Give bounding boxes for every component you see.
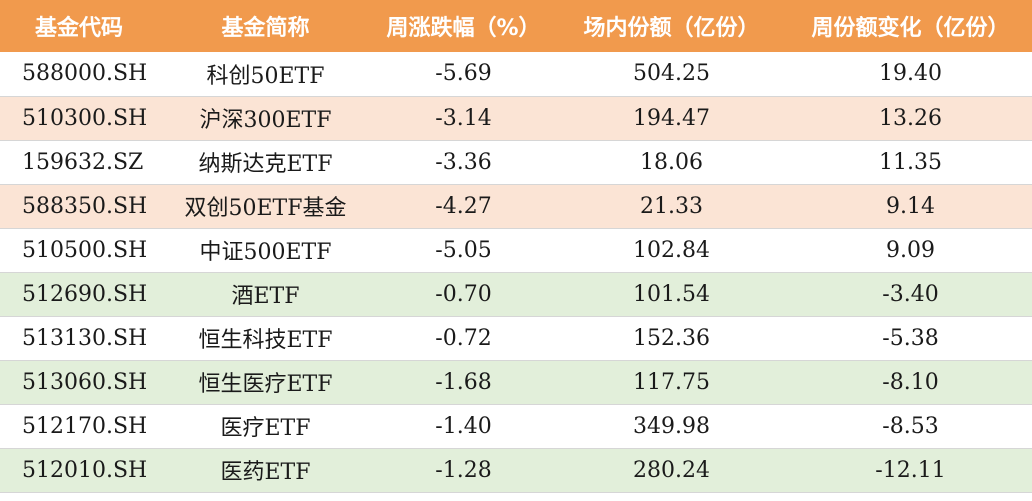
weekly-change-cell: -1.68	[435, 369, 492, 395]
fund-code-cell: 513060.SH	[22, 369, 148, 395]
table-row: 510300.SH 沪深300ETF -3.14 194.47 13.26	[0, 96, 1032, 140]
fund-name-cell: 恒生医疗ETF	[198, 372, 333, 397]
shares-cell: 102.84	[633, 237, 710, 263]
weekly-change-cell: -1.28	[435, 457, 492, 483]
share-change-cell: 19.40	[879, 61, 942, 87]
fund-code-cell: 510300.SH	[22, 105, 148, 131]
share-change-cell: 13.26	[879, 105, 942, 131]
fund-name-cell: 医疗ETF	[220, 416, 311, 441]
weekly-change-cell: -0.72	[435, 325, 492, 351]
shares-cell: 349.98	[633, 413, 710, 439]
shares-cell: 280.24	[633, 457, 710, 483]
fund-code-cell: 159632.SZ	[22, 149, 144, 175]
shares-cell: 152.36	[633, 325, 710, 351]
shares-cell: 21.33	[640, 193, 703, 219]
share-change-cell: 9.14	[886, 193, 935, 219]
header-share-change: 周份额变化（亿份）	[811, 16, 1010, 41]
fund-code-cell: 512170.SH	[22, 413, 148, 439]
fund-name-cell: 医药ETF	[220, 460, 311, 485]
header-fund-code: 基金代码	[34, 16, 123, 41]
weekly-change-cell: -0.70	[435, 281, 492, 307]
share-change-cell: -12.11	[875, 457, 946, 483]
weekly-change-cell: -5.69	[435, 61, 492, 87]
fund-name-cell: 双创50ETF基金	[184, 196, 347, 221]
fund-name-cell: 酒ETF	[231, 284, 300, 309]
share-change-cell: -3.40	[882, 281, 939, 307]
table-header-row: 基金代码 基金简称 周涨跌幅（%） 场内份额（亿份） 周份额变化（亿份）	[0, 0, 1032, 52]
weekly-change-cell: -3.14	[435, 105, 492, 131]
table-row: 588350.SH 双创50ETF基金 -4.27 21.33 9.14	[0, 184, 1032, 228]
shares-cell: 194.47	[633, 105, 710, 131]
shares-cell: 101.54	[633, 281, 710, 307]
share-change-cell: -8.53	[882, 413, 939, 439]
weekly-change-cell: -4.27	[435, 193, 492, 219]
fund-code-cell: 512010.SH	[22, 457, 148, 483]
share-change-cell: -5.38	[882, 325, 939, 351]
header-shares: 场内份额（亿份）	[583, 16, 760, 41]
table-row: 512170.SH 医疗ETF -1.40 349.98 -8.53	[0, 404, 1032, 448]
share-change-cell: -8.10	[882, 369, 939, 395]
shares-cell: 18.06	[640, 149, 703, 175]
fund-name-cell: 恒生科技ETF	[198, 328, 333, 353]
fund-name-cell: 纳斯达克ETF	[198, 152, 333, 177]
table-row: 512690.SH 酒ETF -0.70 101.54 -3.40	[0, 272, 1032, 316]
table-row: 159632.SZ 纳斯达克ETF -3.36 18.06 11.35	[0, 140, 1032, 184]
shares-cell: 504.25	[633, 61, 710, 87]
fund-code-cell: 588350.SH	[22, 193, 148, 219]
fund-code-cell: 512690.SH	[22, 281, 148, 307]
header-weekly-change: 周涨跌幅（%）	[386, 16, 541, 41]
table-row: 513060.SH 恒生医疗ETF -1.68 117.75 -8.10	[0, 360, 1032, 404]
fund-code-cell: 513130.SH	[22, 325, 148, 351]
table-row: 588000.SH 科创50ETF -5.69 504.25 19.40	[0, 52, 1032, 96]
fund-name-cell: 沪深300ETF	[199, 108, 332, 133]
weekly-change-cell: -1.40	[435, 413, 492, 439]
table-row: 513130.SH 恒生科技ETF -0.72 152.36 -5.38	[0, 316, 1032, 360]
fund-code-cell: 510500.SH	[22, 237, 148, 263]
table-row: 510500.SH 中证500ETF -5.05 102.84 9.09	[0, 228, 1032, 272]
share-change-cell: 11.35	[879, 149, 942, 175]
table-row: 512010.SH 医药ETF -1.28 280.24 -12.11	[0, 448, 1032, 492]
share-change-cell: 9.09	[886, 237, 935, 263]
fund-name-cell: 科创50ETF	[206, 63, 325, 89]
fund-code-cell: 588000.SH	[22, 61, 148, 87]
fund-name-cell: 中证500ETF	[199, 240, 332, 265]
shares-cell: 117.75	[633, 369, 710, 395]
weekly-change-cell: -3.36	[435, 149, 492, 175]
header-fund-name: 基金简称	[221, 16, 310, 41]
weekly-change-cell: -5.05	[435, 237, 492, 263]
